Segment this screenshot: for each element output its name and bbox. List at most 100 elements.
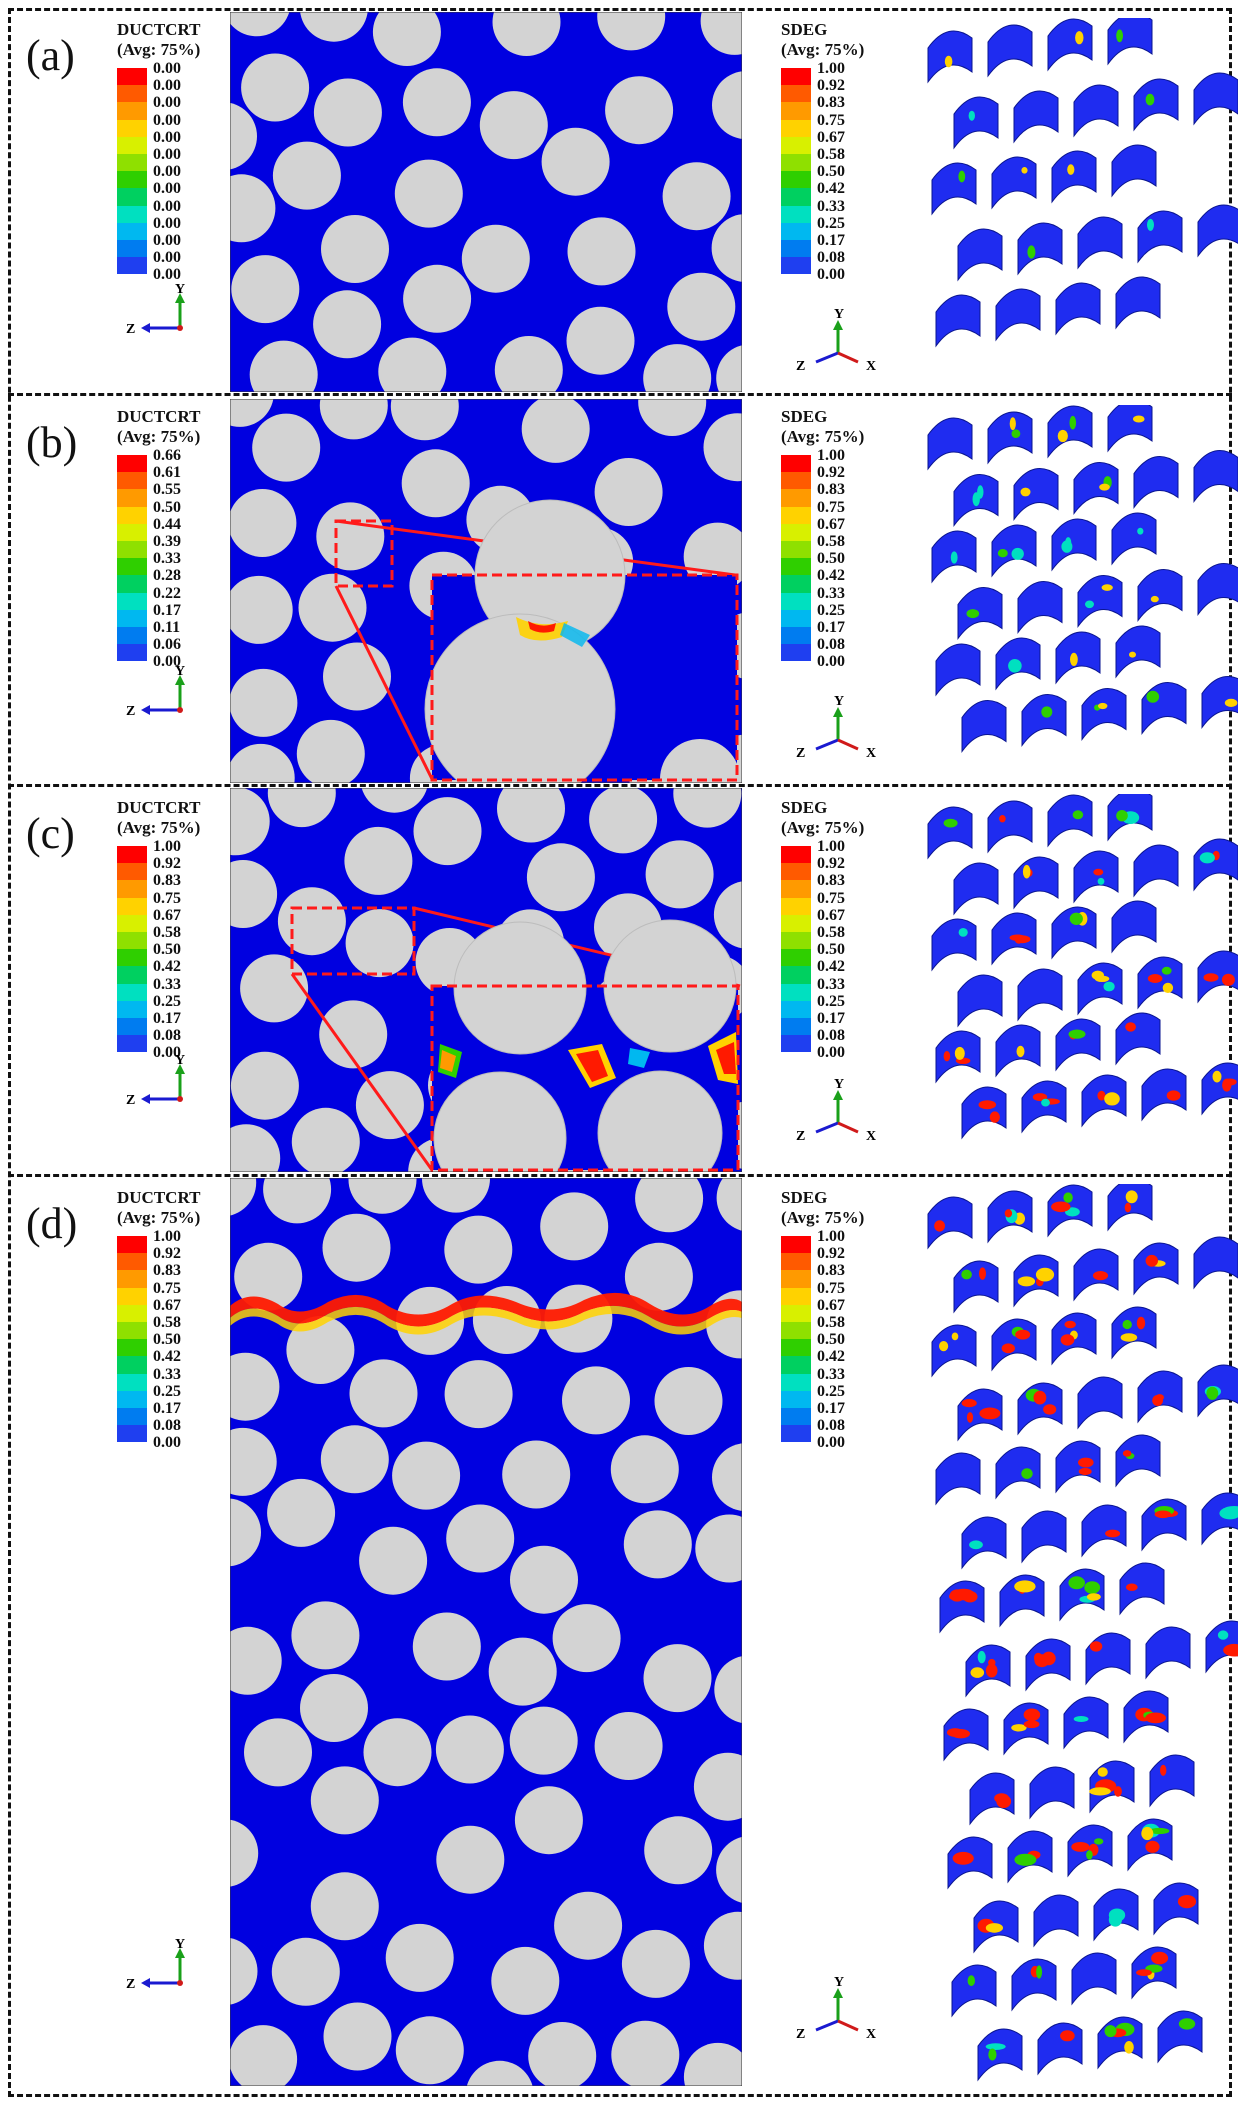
legend-swatch bbox=[781, 153, 811, 172]
interface-shell bbox=[1073, 850, 1119, 904]
fiber-cross-section bbox=[528, 2022, 597, 2086]
legend-tick: 0.00 bbox=[153, 77, 181, 95]
legend-swatch bbox=[781, 609, 811, 627]
damage-spot bbox=[1068, 1029, 1086, 1039]
axis-label-y: Y bbox=[175, 283, 185, 297]
legend-ticks: 1.00 0.92 0.83 0.75 0.67 0.58 0.50 0.42 … bbox=[153, 1228, 181, 1451]
legend-tick: 0.58 bbox=[817, 1313, 845, 1331]
fiber-cross-section bbox=[348, 1178, 417, 1214]
legend-colorbar bbox=[781, 455, 811, 662]
ductcrt-legend: DUCTCRT (Avg: 75%) 0.00 0.00 0.00 0.00 0… bbox=[117, 20, 201, 283]
legend-swatch bbox=[117, 171, 147, 189]
fiber-cross-section bbox=[510, 1545, 578, 1614]
legend-swatch bbox=[781, 1270, 811, 1288]
damage-spot bbox=[1178, 2018, 1196, 2030]
interface-shell bbox=[1115, 1434, 1161, 1488]
fiber-cross-section bbox=[300, 12, 368, 42]
damage-spot bbox=[979, 1267, 986, 1280]
interface-shell bbox=[1197, 204, 1238, 258]
fiber-cross-section bbox=[230, 743, 295, 783]
damage-spot bbox=[1136, 1316, 1146, 1330]
legend-swatch bbox=[117, 644, 147, 662]
fiber-cross-section bbox=[313, 78, 382, 147]
legend-colorbar bbox=[117, 68, 147, 275]
fiber-cross-section bbox=[230, 668, 298, 737]
damage-spot bbox=[1097, 1767, 1108, 1777]
fiber-cross-section bbox=[230, 489, 297, 557]
axis-label-y: Y bbox=[834, 308, 844, 322]
legend-colorbar bbox=[117, 1236, 147, 1443]
fiber-cross-section bbox=[230, 1051, 299, 1120]
fiber-cross-section bbox=[316, 502, 385, 571]
panel-divider bbox=[8, 784, 1232, 787]
damage-spot bbox=[1150, 595, 1159, 603]
fiber-cross-section bbox=[345, 909, 414, 978]
fiber-cross-section bbox=[230, 102, 257, 170]
legend-tick: 0.50 bbox=[817, 550, 845, 568]
sdeg-legend: SDEG (Avg: 75%) 1.00 0.92 0.83 0.75 0.67… bbox=[781, 20, 864, 283]
fiber-cross-section bbox=[567, 217, 636, 286]
legend-tick: 0.42 bbox=[153, 958, 181, 976]
legend-subtitle: (Avg: 75%) bbox=[117, 40, 201, 59]
damage-spot bbox=[1120, 1333, 1138, 1342]
legend-tick: 1.00 bbox=[817, 1228, 845, 1245]
damage-spot bbox=[1011, 429, 1021, 438]
legend-colorbar bbox=[117, 846, 147, 1053]
legend-colorbar bbox=[117, 455, 147, 662]
interface-shell bbox=[1111, 512, 1157, 566]
interface-shell bbox=[1077, 1376, 1123, 1430]
legend-swatch bbox=[117, 1356, 147, 1374]
interface-shell bbox=[1071, 1952, 1117, 2006]
damage-spot bbox=[951, 1332, 959, 1341]
legend-swatch bbox=[117, 85, 147, 103]
axis-label-y: Y bbox=[175, 1938, 185, 1952]
legend-tick: 0.83 bbox=[153, 872, 181, 890]
fiber-cross-section bbox=[461, 224, 530, 293]
sdeg-3d-interface-model bbox=[927, 1184, 1238, 2082]
interface-shell bbox=[1107, 405, 1153, 453]
fiber-cross-section bbox=[234, 1242, 303, 1311]
fiber-cross-section bbox=[494, 336, 563, 392]
damage-spot bbox=[1041, 706, 1053, 718]
damage-spot bbox=[1161, 966, 1172, 975]
fiber-cross-section bbox=[446, 1504, 515, 1573]
fiber-cross-section bbox=[716, 345, 742, 392]
damage-spot bbox=[1104, 2025, 1117, 2038]
legend-subtitle: (Avg: 75%) bbox=[117, 427, 201, 446]
axis-triad-2d: Y Z bbox=[126, 665, 185, 719]
fiber-cross-section bbox=[230, 1937, 258, 2005]
damage-spot bbox=[1064, 1320, 1076, 1329]
legend-ticks: 1.00 0.92 0.83 0.75 0.67 0.58 0.50 0.42 … bbox=[817, 60, 845, 283]
damage-spot bbox=[1133, 415, 1145, 423]
legend-tick: 0.83 bbox=[817, 872, 845, 890]
legend-title: DUCTCRT bbox=[117, 407, 201, 426]
damage-spot bbox=[966, 609, 980, 619]
axis-triad-3d: Y Z X bbox=[796, 1078, 876, 1144]
fiber-cross-section bbox=[422, 1178, 490, 1213]
damage-spot bbox=[952, 1851, 974, 1865]
legend-swatch bbox=[117, 205, 147, 223]
legend-tick: 0.08 bbox=[817, 249, 845, 267]
fiber-cross-section bbox=[252, 413, 321, 482]
damage-spot bbox=[1070, 652, 1078, 666]
interface-shell bbox=[931, 918, 977, 972]
interface-shell bbox=[1111, 1306, 1157, 1360]
damage-spot bbox=[1014, 935, 1031, 944]
panel-label: (d) bbox=[26, 1199, 78, 1248]
fiber-cross-section bbox=[230, 399, 274, 427]
damage-spot bbox=[997, 549, 1008, 558]
axis-triad-2d: Y Z bbox=[126, 1054, 185, 1108]
legend-tick: 0.44 bbox=[153, 515, 181, 533]
fiber-cross-section bbox=[230, 1427, 277, 1496]
damage-spot bbox=[988, 1658, 996, 1667]
panel-b: (b) DUCTCRT (Avg: 75%) 0.66 0.61 0.55 0.… bbox=[8, 395, 1238, 784]
interface-shell bbox=[1111, 900, 1157, 954]
legend-swatch bbox=[781, 1035, 811, 1053]
legend-swatch bbox=[117, 1304, 147, 1322]
legend-tick: 0.75 bbox=[817, 498, 845, 516]
interface-shell-array bbox=[927, 1184, 1238, 2082]
fiber-cross-section bbox=[230, 1626, 282, 1695]
damage-spot bbox=[1071, 1842, 1090, 1852]
fiber-cross-section bbox=[300, 1674, 368, 1742]
fiber-cross-section bbox=[514, 1786, 583, 1855]
